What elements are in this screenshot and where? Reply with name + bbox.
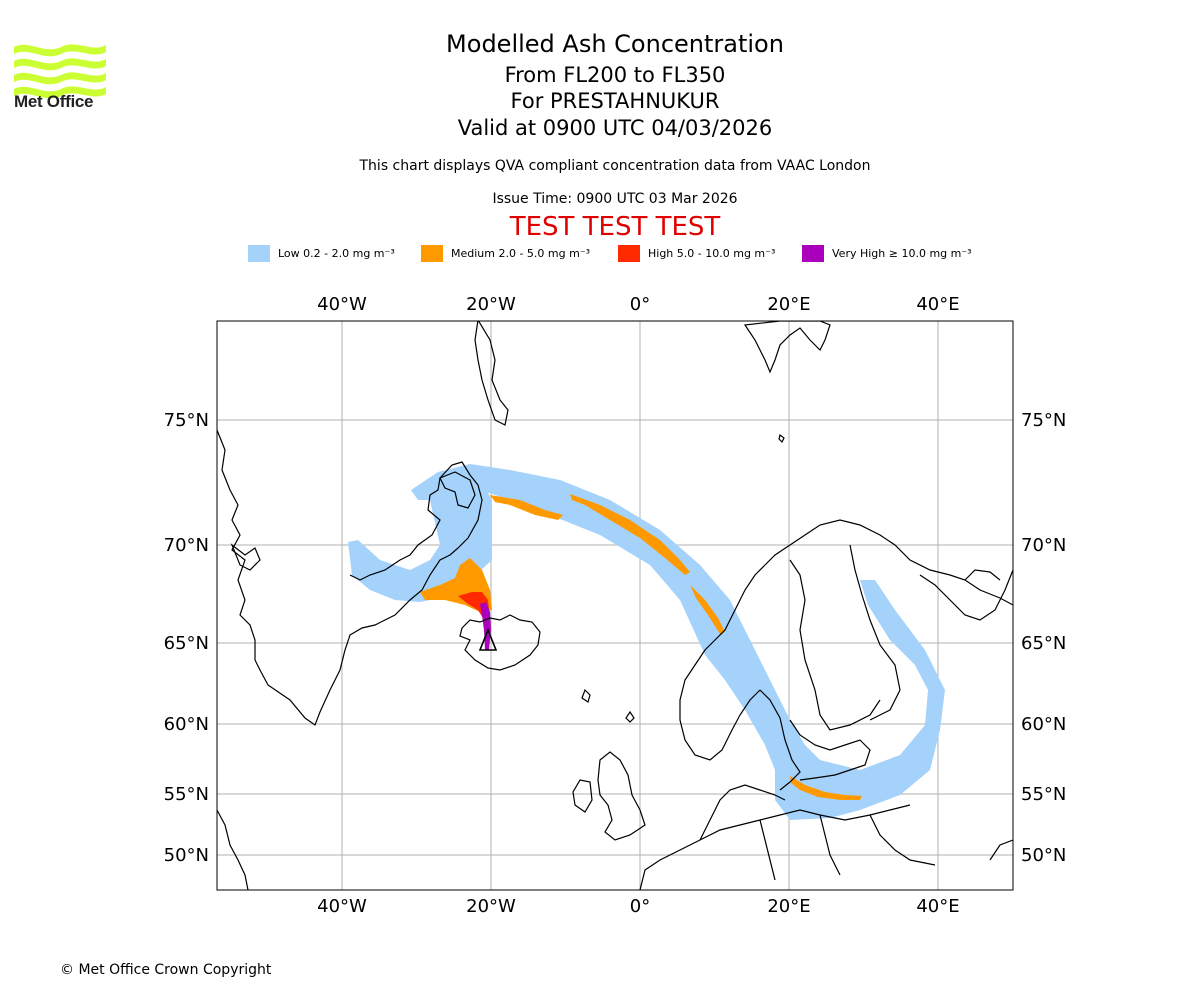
legend-item-medium: Medium 2.0 - 5.0 mg m⁻³ [421, 245, 590, 262]
legend-item-high: High 5.0 - 10.0 mg m⁻³ [618, 245, 775, 262]
volcano-marker [478, 627, 498, 651]
lon-label-top: 20°E [767, 294, 810, 315]
lon-label-bottom: 20°W [466, 896, 516, 917]
issue-time: Issue Time: 0900 UTC 03 Mar 2026 [492, 191, 738, 207]
lat-label-right: 60°N [1021, 714, 1066, 735]
chart-title: Modelled Ash Concentration [446, 30, 784, 58]
lon-label-top: 40°E [916, 294, 959, 315]
ash-very-high [480, 602, 491, 650]
legend-label-very-high: Very High ≥ 10.0 mg m⁻³ [832, 247, 972, 260]
lon-label-bottom: 40°E [916, 896, 959, 917]
valid-time: Valid at 0900 UTC 04/03/2026 [457, 116, 773, 140]
legend-item-low: Low 0.2 - 2.0 mg m⁻³ [248, 245, 395, 262]
lat-label-left: 75°N [164, 410, 209, 431]
legend-swatch-medium [421, 245, 443, 262]
lat-label-right: 65°N [1021, 633, 1066, 654]
volcano-name: For PRESTAHNUKUR [510, 89, 720, 113]
legend-label-high: High 5.0 - 10.0 mg m⁻³ [648, 247, 776, 260]
lon-label-top: 0° [630, 294, 650, 315]
met-office-logo-text: Met Office [14, 92, 94, 111]
lon-label-bottom: 0° [630, 896, 650, 917]
lon-label-top: 40°W [317, 294, 367, 315]
coastlines [217, 321, 1013, 890]
lat-label-left: 70°N [164, 535, 209, 556]
legend-label-low: Low 0.2 - 2.0 mg m⁻³ [278, 247, 395, 260]
lat-label-right: 70°N [1021, 535, 1066, 556]
lon-label-bottom: 20°E [767, 896, 810, 917]
legend-swatch-high [618, 245, 640, 262]
legend-item-very-high: Very High ≥ 10.0 mg m⁻³ [802, 245, 972, 262]
legend-label-medium: Medium 2.0 - 5.0 mg m⁻³ [451, 247, 591, 260]
legend-swatch-very-high [802, 245, 824, 262]
map-frame [216, 320, 1014, 891]
compliance-note: This chart displays QVA compliant concen… [359, 158, 871, 174]
lat-label-right: 50°N [1021, 845, 1066, 866]
ash-low [348, 464, 945, 820]
test-banner: TEST TEST TEST [509, 212, 721, 242]
lat-label-left: 55°N [164, 784, 209, 805]
lat-label-left: 65°N [164, 633, 209, 654]
lat-label-left: 60°N [164, 714, 209, 735]
lat-label-right: 55°N [1021, 784, 1066, 805]
met-office-logo [14, 44, 106, 99]
lat-label-right: 75°N [1021, 410, 1066, 431]
copyright-notice: © Met Office Crown Copyright [60, 962, 272, 978]
legend-swatch-low [248, 245, 270, 262]
graticule [217, 321, 1013, 890]
lon-label-bottom: 40°W [317, 896, 367, 917]
lon-label-top: 20°W [466, 294, 516, 315]
flight-level-range: From FL200 to FL350 [504, 63, 726, 87]
lat-label-left: 50°N [164, 845, 209, 866]
